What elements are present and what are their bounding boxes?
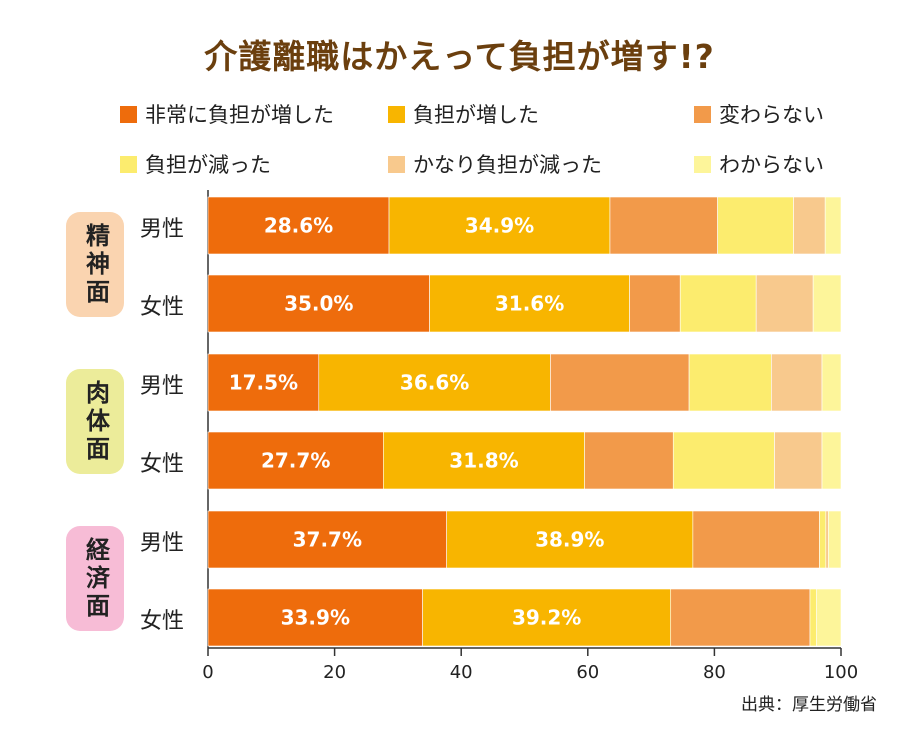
legend-item: 負担が減った [120, 150, 271, 178]
bar-segment [207, 196, 390, 255]
legend-swatch [694, 155, 711, 173]
bar-segment [809, 588, 817, 647]
data-label: 39.2% [512, 606, 581, 630]
bar-segment [318, 353, 551, 412]
group-label-text: 肉体面 [81, 379, 110, 464]
group-label: 精神面 [66, 212, 124, 317]
x-tick-label: 20 [323, 662, 346, 683]
bar-segment [679, 274, 757, 333]
row-label: 女性 [140, 452, 185, 477]
legend-swatch [694, 105, 711, 123]
bar-segment [717, 196, 794, 255]
bar-segment [629, 274, 681, 333]
bar-segment [207, 510, 447, 569]
data-label: 37.7% [293, 528, 362, 552]
data-label: 27.7% [261, 449, 330, 473]
data-label: 28.6% [264, 214, 333, 238]
bar-segment [819, 510, 827, 569]
bar-segment [207, 588, 423, 647]
row-label: 女性 [140, 295, 185, 320]
bar-segment [755, 274, 814, 333]
bar-segment [793, 196, 826, 255]
bar-segment [670, 588, 811, 647]
x-tick-label: 60 [576, 662, 599, 683]
data-label: 35.0% [284, 292, 353, 316]
data-label: 31.8% [449, 449, 518, 473]
data-label: 34.9% [465, 214, 534, 238]
x-tick-label: 100 [824, 662, 858, 683]
row-label: 男性 [140, 374, 185, 399]
row-label: 女性 [140, 609, 185, 634]
legend-label: かなり負担が減った [413, 153, 602, 177]
bar-segment [609, 196, 718, 255]
chart-title: 介護離職はかえって負担が増す!? [204, 37, 715, 76]
legend-item: 変わらない [694, 100, 824, 128]
bar-segment [692, 510, 820, 569]
bar-segment [550, 353, 690, 412]
legend-item: わからない [694, 150, 824, 178]
bar-segment [828, 510, 842, 569]
bar-segment [584, 431, 674, 490]
x-tick-label: 40 [450, 662, 473, 683]
legend-swatch [120, 105, 137, 123]
group-label-text: 精神面 [81, 222, 110, 307]
bar-segment [429, 274, 630, 333]
legend-label: 負担が減った [145, 153, 271, 177]
row-label: 男性 [140, 531, 185, 556]
group-label-text: 経済面 [81, 536, 110, 621]
data-label: 31.6% [495, 292, 564, 316]
group-label: 肉体面 [66, 369, 124, 474]
legend-swatch [388, 105, 405, 123]
bar-segment [774, 431, 823, 490]
group-label: 経済面 [66, 526, 124, 631]
legend-label: わからない [719, 153, 824, 177]
legend-item: 非常に負担が増した [120, 100, 334, 128]
legend-swatch [388, 155, 405, 173]
bar-segment [825, 510, 829, 569]
bar-segment [771, 353, 823, 412]
bar-segment [816, 588, 842, 647]
x-tick-label: 80 [703, 662, 726, 683]
data-label: 17.5% [229, 371, 298, 395]
bar-segment [446, 510, 694, 569]
legend-label: 非常に負担が増した [145, 103, 334, 127]
bar-segment [207, 431, 384, 490]
bar-segment [824, 196, 842, 255]
bar-segment [388, 196, 611, 255]
data-label: 36.6% [400, 371, 469, 395]
x-tick-label: 0 [202, 662, 213, 683]
legend-label: 負担が増した [413, 103, 539, 127]
source-note: 出典：厚生労働省 [741, 695, 877, 715]
legend-swatch [120, 155, 137, 173]
data-label: 38.9% [535, 528, 604, 552]
legend-item: かなり負担が減った [388, 150, 602, 178]
row-label: 男性 [140, 217, 185, 242]
bar-segment [821, 431, 842, 490]
bar-segment [207, 353, 320, 412]
bar-segment [383, 431, 585, 490]
bar-segment [812, 274, 842, 333]
bar-segment [207, 274, 430, 333]
legend-label: 変わらない [719, 103, 824, 127]
bar-segment [422, 588, 672, 647]
legend-item: 負担が増した [388, 100, 539, 128]
bar-segment [821, 353, 842, 412]
bar-segment [672, 431, 775, 490]
data-label: 33.9% [281, 606, 350, 630]
bar-segment [688, 353, 772, 412]
